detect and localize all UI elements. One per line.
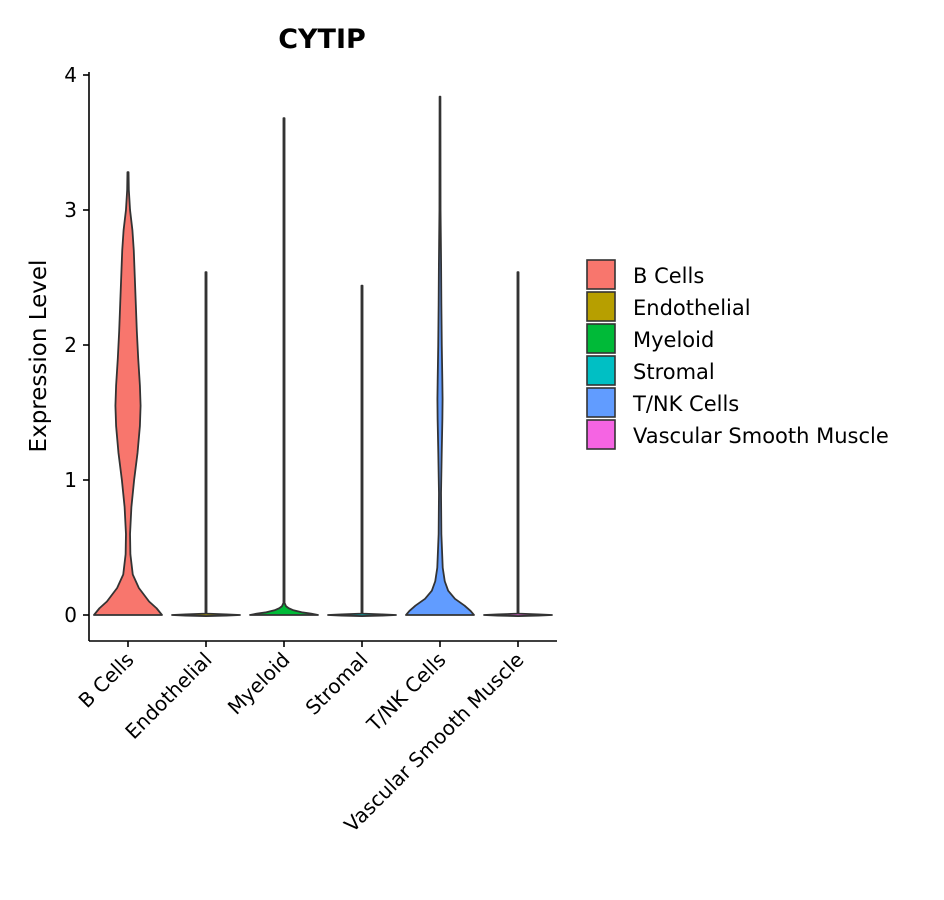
legend-label: Vascular Smooth Muscle — [633, 424, 889, 448]
legend: B Cells Endothelial Myeloid Stromal T/NK Cel… — [586, 259, 889, 450]
legend-label: Endothelial — [633, 296, 751, 320]
violins-group — [93, 95, 553, 617]
legend-key — [586, 355, 616, 386]
y-tick-label: 3 — [64, 198, 77, 222]
legend-key — [586, 387, 616, 418]
violin-t-nk-cells — [405, 95, 475, 616]
legend-label: B Cells — [633, 264, 704, 288]
chart-title: CYTIP — [278, 24, 366, 55]
legend-key — [586, 291, 616, 322]
y-tick-label: 4 — [64, 63, 77, 87]
x-tick-label: Stromal — [301, 648, 373, 720]
violin-vascular-smooth-muscle — [483, 271, 553, 617]
x-tick-label: B Cells — [74, 648, 139, 713]
legend-key — [586, 419, 616, 450]
x-tick-label: Myeloid — [223, 648, 295, 720]
y-axis-title: Expression Level — [26, 260, 52, 453]
legend-label: Myeloid — [633, 328, 714, 352]
y-tick-label: 0 — [64, 603, 77, 627]
legend-label: Stromal — [633, 360, 715, 384]
legend-key — [586, 259, 616, 290]
violin-b-cells — [93, 171, 163, 616]
y-axis-ticks: 0 1 2 3 4 — [64, 63, 89, 627]
legend-key — [586, 323, 616, 354]
y-tick-label: 1 — [64, 468, 77, 492]
legend-label: T/NK Cells — [632, 392, 739, 416]
violin-stromal — [327, 284, 397, 617]
y-tick-label: 2 — [64, 333, 77, 357]
violin-endothelial — [171, 271, 241, 617]
violin-myeloid — [249, 117, 319, 616]
